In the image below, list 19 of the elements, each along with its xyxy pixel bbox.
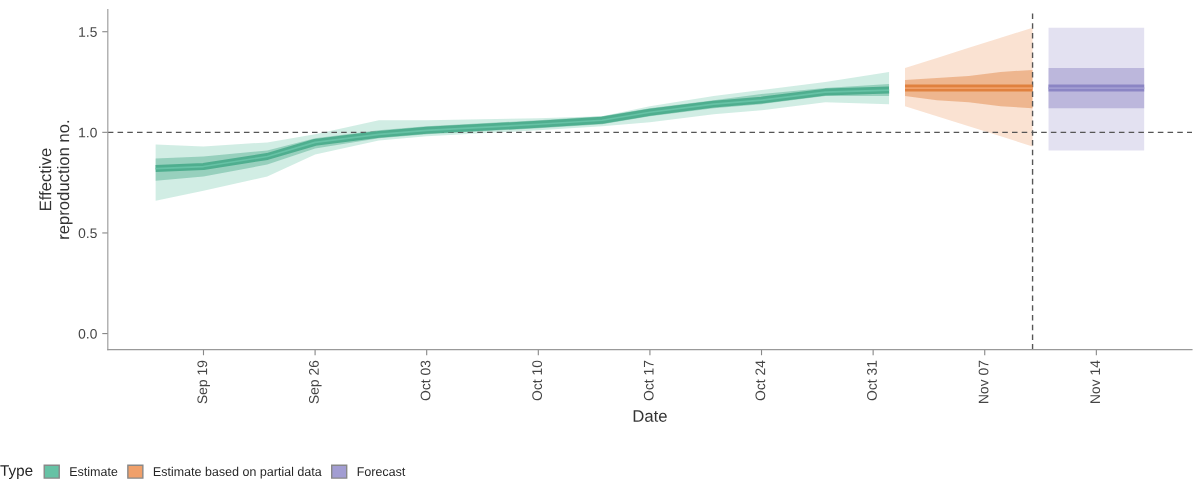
x-tick-label: Nov 14 <box>1090 360 1101 403</box>
x-tick-label: Oct 10 <box>532 360 543 401</box>
x-tick-label: Sep 26 <box>308 360 322 404</box>
y-tick-label: 0.5 <box>78 228 97 239</box>
x-tick-label: Oct 17 <box>643 360 654 401</box>
x-tick-label: Nov 07 <box>978 360 989 403</box>
legend-label: Estimate based on partial data <box>153 466 322 479</box>
x-tick-label: Sep 19 <box>197 360 210 404</box>
x-tick-label: Oct 03 <box>420 360 431 401</box>
legend-label: Estimate <box>70 466 118 477</box>
x-tick-label: Oct 24 <box>755 360 766 401</box>
legend-title: Type <box>0 465 33 479</box>
x-axis-title: Date <box>633 410 667 422</box>
y-axis-title: Effective reproduction no. <box>39 120 73 239</box>
legend-label: Forecast <box>357 467 406 477</box>
y-tick-label: 1.5 <box>79 27 97 37</box>
y-tick-label: 1.0 <box>79 127 97 138</box>
x-tick-label: Oct 31 <box>867 360 877 401</box>
y-tick-label: 0.0 <box>78 328 97 339</box>
